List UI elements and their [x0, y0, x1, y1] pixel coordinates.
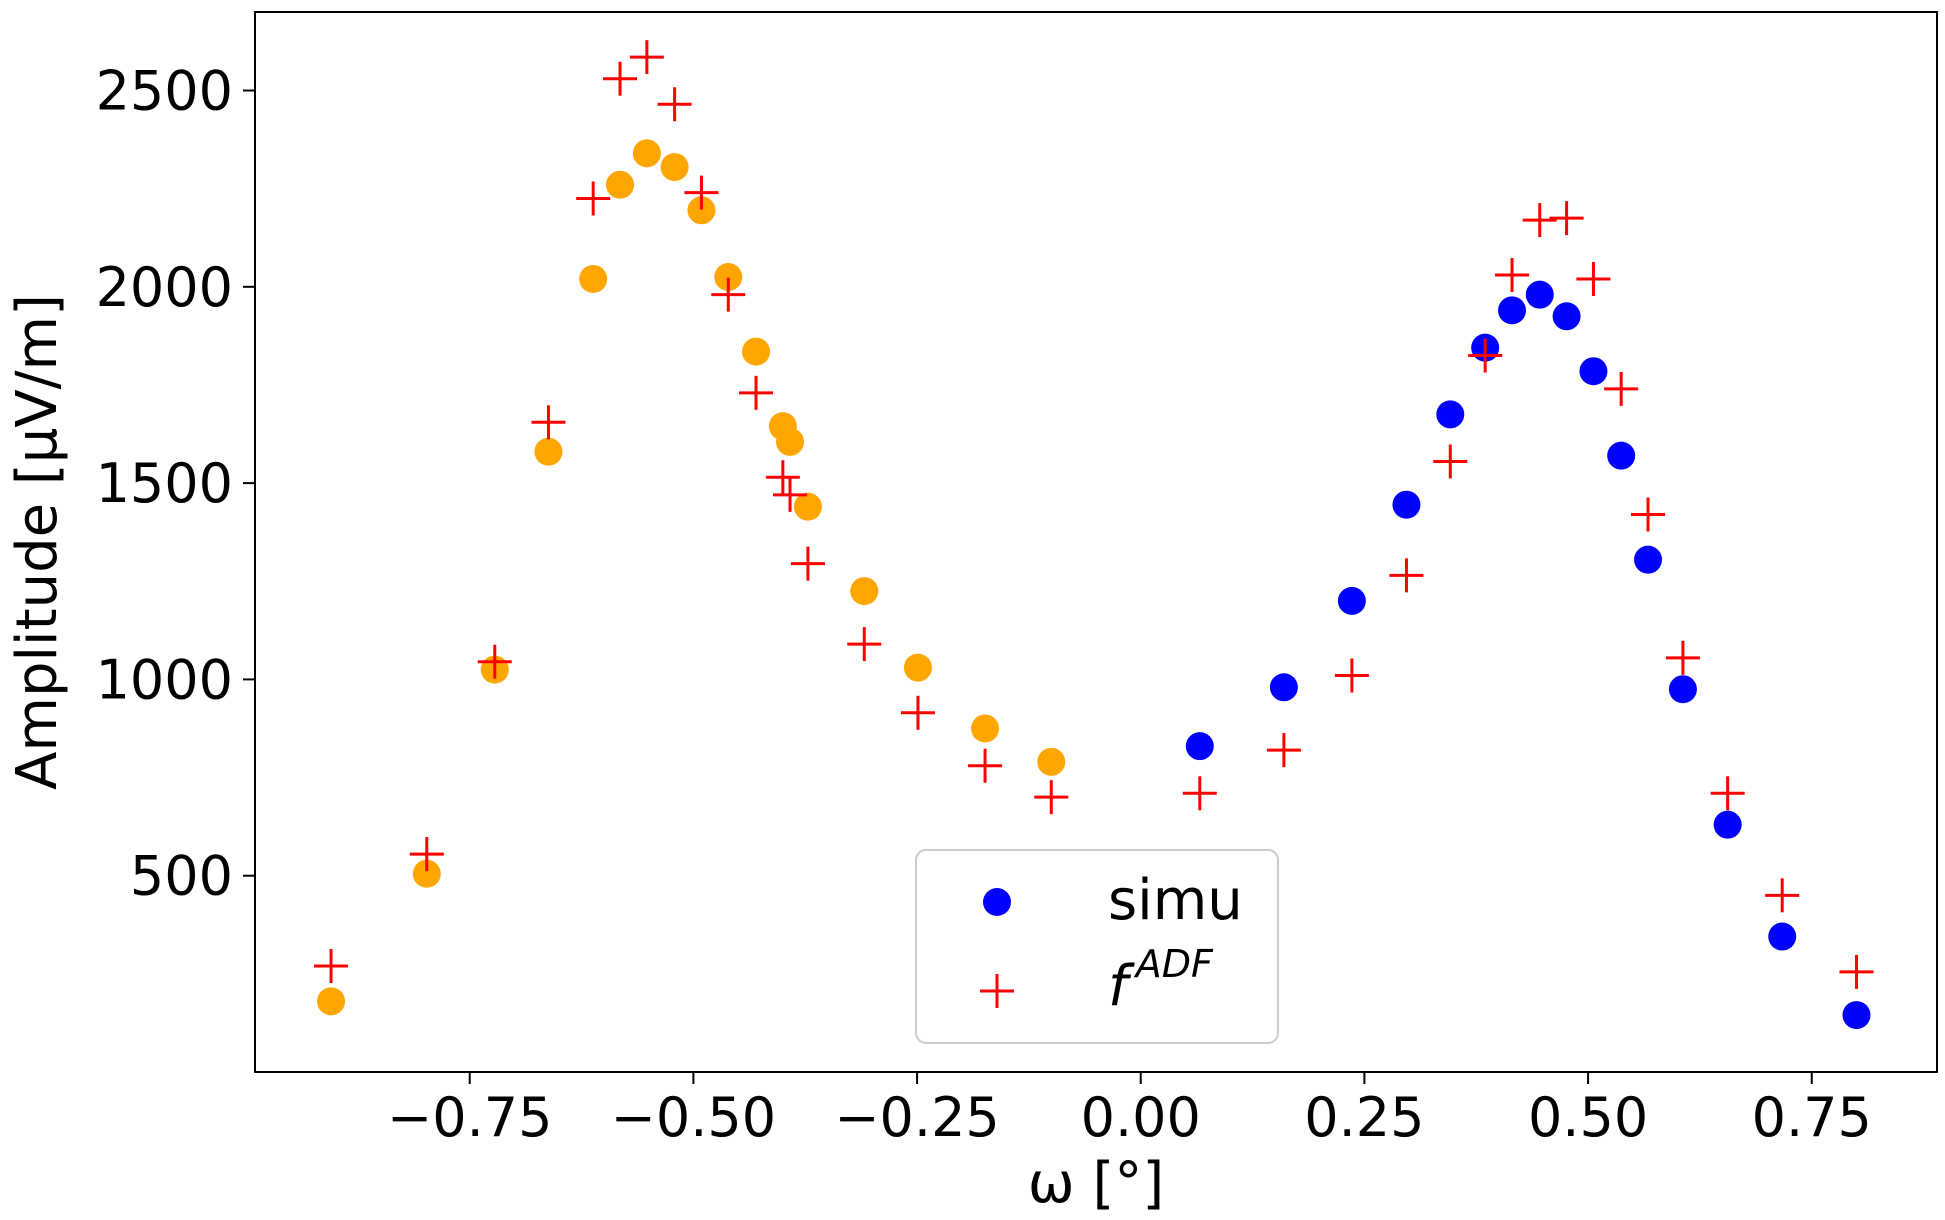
data-point-circle [714, 263, 743, 291]
plot-frame [254, 11, 1938, 1073]
data-point-plus [1710, 776, 1745, 811]
y-tick-label: 1000 [96, 648, 233, 711]
data-point-plus [409, 837, 444, 872]
data-point-circle [1436, 400, 1465, 429]
data-point-circle [1713, 810, 1742, 839]
x-axis-label: ω [°] [1028, 1151, 1164, 1216]
data-point-circle [687, 196, 716, 225]
data-point-circle [776, 427, 805, 456]
data-point-plus [1665, 640, 1700, 675]
y-axis-label: Amplitude [μV/m] [5, 294, 70, 790]
data-point-plus [968, 748, 1003, 783]
data-point-plus [684, 175, 719, 210]
data-point-plus [1266, 733, 1301, 768]
data-point-plus [314, 949, 349, 983]
data-point-plus [1468, 338, 1503, 373]
data-point-circle [850, 577, 879, 606]
data-point-plus [1495, 258, 1530, 293]
data-point-circle [1337, 586, 1366, 615]
data-point-circle [1668, 675, 1697, 704]
data-point-plus [603, 61, 638, 96]
data-point-circle [1842, 1001, 1871, 1030]
data-point-circle [1185, 732, 1214, 761]
x-tick-label: 0.75 [1752, 1086, 1872, 1149]
data-point-circle [412, 859, 441, 888]
x-tick-label: 0.25 [1304, 1086, 1424, 1149]
data-point-plus [790, 546, 825, 581]
legend-fadf-marker [980, 974, 1014, 1008]
data-point-plus [1182, 776, 1217, 811]
legend: simu f ADF [915, 849, 1279, 1044]
data-point-plus [1034, 780, 1069, 815]
data-point-plus [531, 405, 566, 440]
legend-simu-marker [983, 888, 1011, 916]
data-point-circle [1525, 280, 1554, 309]
data-point-circle [1579, 357, 1608, 386]
data-point-plus [1389, 558, 1424, 593]
data-point-plus [1631, 497, 1666, 532]
x-tick-label: −0.50 [611, 1086, 776, 1149]
data-point-plus [847, 627, 882, 662]
data-point-circle [606, 170, 635, 199]
data-point-circle [632, 139, 661, 168]
data-point-circle [579, 264, 608, 293]
x-tick-label: −0.25 [834, 1086, 999, 1149]
y-axis-ticks: 500 1000 1500 2000 2500 [96, 60, 255, 908]
y-tick-label: 2500 [96, 60, 233, 123]
data-point-plus [739, 375, 774, 410]
legend-simu-label: simu [1108, 868, 1243, 933]
data-point-plus [765, 460, 800, 495]
data-point-circle [1607, 441, 1636, 470]
data-point-plus [1433, 444, 1468, 479]
data-point-circle [1037, 747, 1066, 776]
data-point-plus [657, 87, 692, 122]
data-point-plus [1334, 658, 1369, 693]
data-point-plus [773, 477, 808, 512]
x-axis-ticks: −0.75 −0.50 −0.25 0.00 0.25 0.50 0.75 [387, 1072, 1872, 1149]
data-point-plus [1576, 261, 1611, 296]
data-point-plus [477, 644, 512, 679]
data-point-circle [1552, 302, 1581, 331]
data-point-plus [1549, 201, 1584, 236]
data-point-circle [317, 987, 346, 1016]
data-point-circle [1392, 490, 1421, 519]
data-point-circle [793, 492, 822, 521]
legend-fadf-superscript: ADF [1133, 942, 1214, 986]
data-point-plus [1604, 371, 1639, 406]
data-point-circle [1768, 922, 1797, 951]
data-point-circle [971, 714, 1000, 743]
data-point-circle [660, 153, 689, 182]
data-point-plus [1839, 954, 1874, 989]
data-point-plus [1522, 203, 1557, 238]
x-tick-label: 0.00 [1081, 1086, 1201, 1149]
data-marks [314, 40, 1874, 1030]
data-point-circle [1498, 296, 1527, 325]
data-point-circle [1634, 545, 1663, 574]
data-point-circle [742, 337, 771, 366]
y-tick-label: 1500 [96, 452, 233, 515]
data-point-plus [1765, 878, 1800, 913]
data-point-plus [629, 40, 664, 75]
data-point-plus [711, 277, 746, 312]
data-point-circle [534, 437, 563, 466]
data-point-circle [903, 653, 932, 682]
data-point-plus [576, 181, 611, 216]
x-tick-label: 0.50 [1528, 1086, 1648, 1149]
y-tick-label: 2000 [96, 256, 233, 319]
x-tick-label: −0.75 [387, 1086, 552, 1149]
data-point-circle [1269, 673, 1298, 702]
y-tick-label: 500 [130, 845, 233, 908]
data-point-plus [900, 695, 935, 730]
